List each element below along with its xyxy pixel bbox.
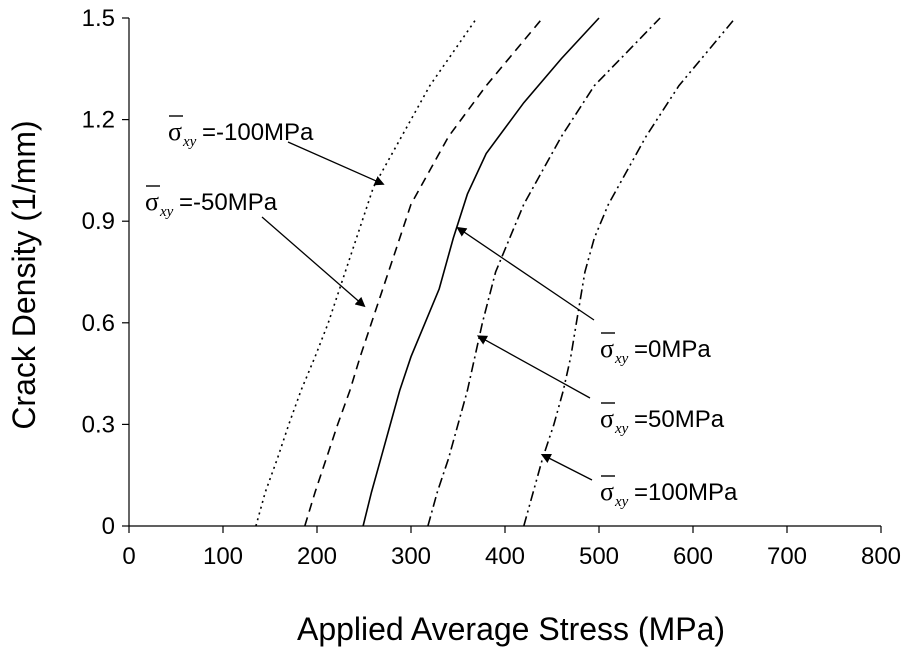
sigma-subscript: xy [614,421,629,437]
annotation-3: σ xy =0MPa [456,226,711,367]
annotation-arrow [540,453,593,481]
sigma-subscript: xy [182,134,197,150]
sigma-subscript: xy [614,494,629,510]
annotation-5: σ xy =100MPa [540,453,738,510]
series-layer [255,17,736,527]
sigma-symbol: σ [600,334,614,363]
annotation-arrow [456,226,595,321]
y-axis-title: Crack Density (1/mm) [6,120,42,429]
sigma-subscript: xy [159,204,174,220]
annotation-2: σ xy =-50MPa [145,185,366,308]
series-line-3 [362,17,600,527]
sigma-subscript: xy [614,351,629,367]
y-tick-label: 0 [102,513,115,540]
series-line-2 [304,17,544,527]
series-line-4 [427,17,661,527]
sigma-symbol: σ [600,404,614,433]
x-tick-label: 800 [861,543,901,570]
y-tick-label: 0.6 [82,310,115,337]
x-tick-label: 500 [579,543,619,570]
series-line-5 [523,17,736,527]
y-tick-label: 0.9 [82,208,115,235]
x-tick-label: 400 [485,543,525,570]
annotation-text: =0MPa [634,336,711,363]
annotation-arrow [287,141,385,186]
x-tick-label: 200 [297,543,337,570]
sigma-symbol: σ [600,477,614,506]
annotation-arrow [261,216,366,308]
y-tick-label: 1.2 [82,107,115,134]
x-axis-title: Applied Average Stress (MPa) [297,611,725,647]
y-tick-label: 1.5 [82,5,115,32]
annotation-text: =100MPa [634,479,738,506]
y-tick-label: 0.3 [82,411,115,438]
axes: 0 0.3 0.6 0.9 1.2 1.5 0 100 200 300 400 500 600 700 80… [82,5,901,570]
sigma-symbol: σ [168,117,182,146]
annotation-arrow [476,335,591,399]
annotation-4: σ xy =50MPa [476,335,725,437]
x-tick-label: 700 [767,543,807,570]
annotation-1: σ xy =-100MPa [168,115,385,186]
x-tick-label: 100 [203,543,243,570]
annotation-text: =-100MPa [202,119,314,146]
annotation-text: =50MPa [634,406,725,433]
annotation-text: =-50MPa [179,189,278,216]
sigma-symbol: σ [145,187,159,216]
x-tick-label: 600 [673,543,713,570]
x-tick-label: 0 [122,543,135,570]
x-tick-label: 300 [391,543,431,570]
